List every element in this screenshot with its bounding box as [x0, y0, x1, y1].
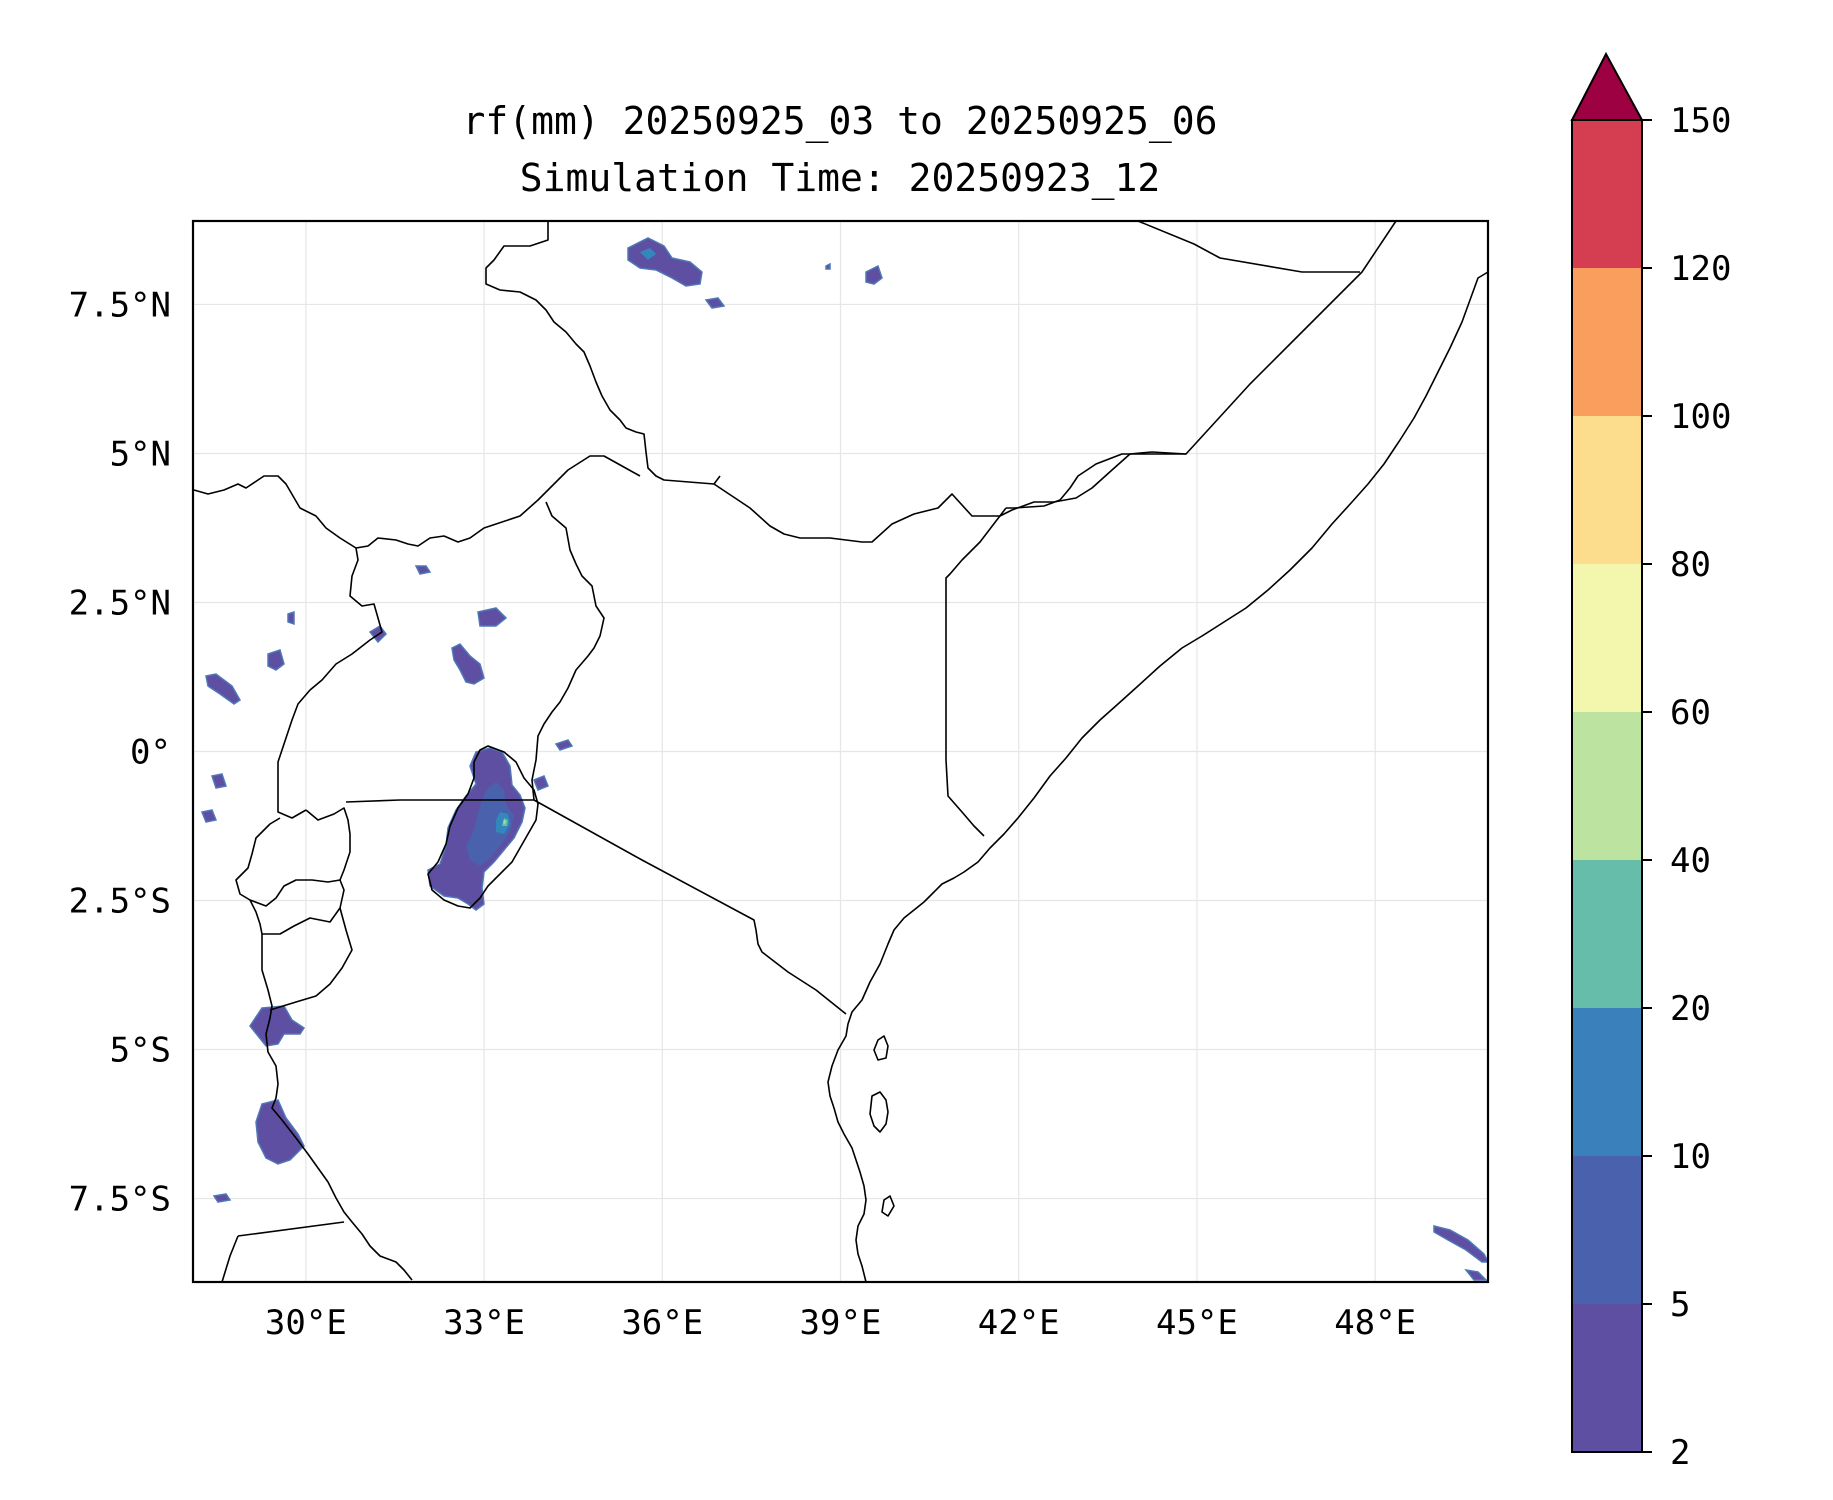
y-tick-label: 7.5°N	[69, 285, 171, 325]
x-tick-label: 39°E	[800, 1303, 882, 1343]
coastline-pemba	[873, 1035, 889, 1061]
x-tick-label: 33°E	[443, 1303, 525, 1343]
x-axis-ticks: 30°E 33°E 36°E 39°E 42°E 45°E 48°E	[265, 1303, 1416, 1343]
border-rwanda	[235, 807, 351, 907]
colorbar-segment	[1572, 1304, 1642, 1452]
y-tick-label: 5°S	[110, 1031, 171, 1071]
rain-patch-drc-5	[200, 809, 218, 823]
x-tick-label: 36°E	[621, 1303, 703, 1343]
rain-patch-drc-2	[267, 649, 285, 671]
rain-patch-uganda-1	[477, 607, 508, 627]
colorbar-tick-label: 60	[1670, 693, 1711, 733]
border-uganda-tanzania	[345, 799, 534, 803]
border-kenya-tanzania	[533, 799, 847, 1015]
colorbar-segments	[1572, 120, 1642, 1452]
map-panel: 30°E 33°E 36°E 39°E 42°E 45°E 48°E 7.5°N 5°N 2.5…	[69, 219, 1490, 1343]
border-drc-uganda	[277, 547, 383, 819]
border-kenya-somalia	[945, 507, 1007, 837]
x-tick-label: 42°E	[978, 1303, 1060, 1343]
colorbar-segment	[1572, 416, 1642, 564]
colorbar-frame	[1571, 119, 1643, 1453]
colorbar-segment	[1572, 564, 1642, 712]
y-tick-label: 0°	[130, 733, 171, 773]
border-sudan-ethiopia	[485, 221, 1187, 543]
rain-patch-tanganyika-2	[255, 1099, 305, 1165]
rain-patch-south-sudan-2	[704, 297, 726, 309]
y-tick-label: 2.5°N	[69, 583, 171, 623]
colorbar-tick-label: 2	[1670, 1433, 1690, 1473]
colorbar-tick-label: 150	[1670, 101, 1731, 141]
rain-patch-drc-1	[205, 673, 241, 705]
rain-patch-kenya-west	[533, 775, 549, 791]
rain-patch-uganda-2	[414, 565, 432, 575]
border-sudan-uganda	[193, 475, 357, 549]
y-axis-ticks: 7.5°N 5°N 2.5°N 0° 2.5°S 5°S 7.5°S	[69, 285, 171, 1219]
rain-patch-tanganyika-3	[212, 1193, 232, 1203]
y-tick-label: 5°N	[110, 434, 171, 474]
colorbar-tick-label: 100	[1670, 397, 1731, 437]
map-frame	[191, 219, 1490, 1284]
title-line-1: rf(mm) 20250925_03 to 20250925_06	[463, 99, 1218, 144]
rain-patch-indian-ocean	[1433, 1225, 1490, 1263]
border-burundi-tanzania	[269, 907, 353, 1011]
rain-patch-uganda-3	[451, 643, 485, 685]
border-zambia-south	[221, 1235, 239, 1283]
rain-patch-lake-victoria-5mm	[466, 782, 514, 866]
colorbar: 2 5 10 20 40 60 80 100 120 150	[1570, 51, 1731, 1473]
coastline-lake-victoria	[427, 745, 539, 909]
colorbar-segment	[1572, 712, 1642, 860]
border-zambia-tanzania	[237, 1221, 345, 1237]
x-tick-label: 30°E	[265, 1303, 347, 1343]
colorbar-tick-label: 120	[1670, 249, 1731, 289]
coastline-mafia	[881, 1195, 895, 1217]
border-ethiopia-somalia	[1006, 220, 1397, 509]
colorbar-tick-label: 10	[1670, 1137, 1711, 1177]
border-uganda-kenya	[531, 501, 605, 801]
rain-patch-tanganyika-1	[249, 1005, 306, 1047]
x-tick-label: 48°E	[1334, 1303, 1416, 1343]
border-burundi	[249, 879, 345, 935]
colorbar-segment	[1572, 860, 1642, 1008]
colorbar-segment	[1572, 1156, 1642, 1304]
border-ethiopia-kenya-sudan	[355, 455, 641, 549]
x-tick-label: 45°E	[1156, 1303, 1238, 1343]
colorbar-tick-label: 80	[1670, 545, 1711, 585]
coastline	[427, 271, 1489, 1283]
colorbar-segment	[1572, 1008, 1642, 1156]
colorbar-segment	[1572, 120, 1642, 268]
colorbar-tick-label: 40	[1670, 841, 1711, 881]
border-kenya-ethiopia-upper	[713, 475, 721, 485]
y-tick-label: 7.5°S	[69, 1180, 171, 1220]
border-somalia-north	[1137, 220, 1360, 273]
colorbar-segment	[1572, 268, 1642, 416]
rain-patch-ethiopia-1	[865, 264, 883, 285]
rain-patch-indian-ocean-2	[1464, 1268, 1488, 1281]
rain-patch-south-sudan-1-10mm	[640, 248, 656, 260]
colorbar-ticks: 2 5 10 20 40 60 80 100 120 150	[1642, 101, 1731, 1473]
colorbar-tick-label: 20	[1670, 989, 1711, 1029]
colorbar-extend-arrow	[1570, 51, 1644, 121]
rain-patch-ethiopia-2	[825, 262, 831, 270]
gridlines	[193, 221, 1488, 1282]
colorbar-tick-label: 5	[1670, 1285, 1690, 1325]
rain-patch-lake-victoria-40mm	[503, 820, 506, 824]
border-lake-tanganyika	[261, 934, 413, 1281]
y-tick-label: 2.5°S	[69, 882, 171, 922]
rainfall-field	[200, 237, 1490, 1281]
title-line-2: Simulation Time: 20250923_12	[520, 156, 1161, 201]
coastline-zanzibar	[869, 1091, 889, 1133]
rain-patch-drc-4	[211, 773, 227, 789]
country-borders	[193, 220, 1397, 1283]
rain-patch-drc-3	[287, 610, 295, 626]
coastline-east-africa	[827, 271, 1489, 1283]
rain-patch-kenya-west-2	[554, 739, 574, 751]
